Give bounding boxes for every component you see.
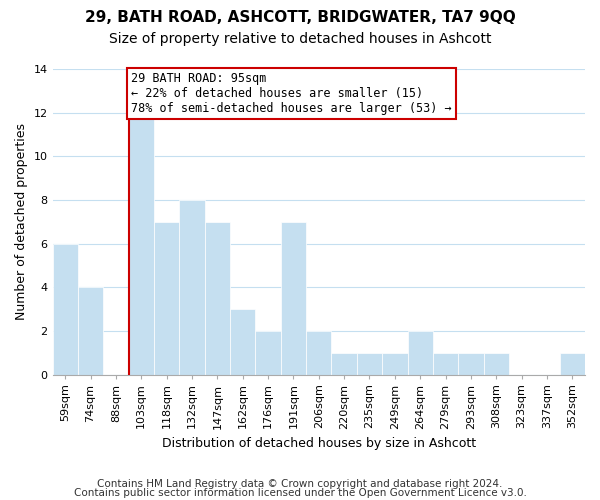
- Bar: [484, 352, 509, 374]
- Y-axis label: Number of detached properties: Number of detached properties: [15, 124, 28, 320]
- Bar: [256, 331, 281, 374]
- Text: 29 BATH ROAD: 95sqm
← 22% of detached houses are smaller (15)
78% of semi-detach: 29 BATH ROAD: 95sqm ← 22% of detached ho…: [131, 72, 452, 116]
- Bar: [458, 352, 484, 374]
- Bar: [78, 287, 103, 374]
- Bar: [331, 352, 357, 374]
- Bar: [306, 331, 331, 374]
- X-axis label: Distribution of detached houses by size in Ashcott: Distribution of detached houses by size …: [162, 437, 476, 450]
- Text: Size of property relative to detached houses in Ashcott: Size of property relative to detached ho…: [109, 32, 491, 46]
- Bar: [205, 222, 230, 374]
- Bar: [53, 244, 78, 374]
- Bar: [230, 309, 256, 374]
- Text: Contains HM Land Registry data © Crown copyright and database right 2024.: Contains HM Land Registry data © Crown c…: [97, 479, 503, 489]
- Bar: [433, 352, 458, 374]
- Bar: [560, 352, 585, 374]
- Text: Contains public sector information licensed under the Open Government Licence v3: Contains public sector information licen…: [74, 488, 526, 498]
- Bar: [357, 352, 382, 374]
- Bar: [407, 331, 433, 374]
- Bar: [128, 112, 154, 374]
- Bar: [154, 222, 179, 374]
- Text: 29, BATH ROAD, ASHCOTT, BRIDGWATER, TA7 9QQ: 29, BATH ROAD, ASHCOTT, BRIDGWATER, TA7 …: [85, 10, 515, 25]
- Bar: [281, 222, 306, 374]
- Bar: [382, 352, 407, 374]
- Bar: [179, 200, 205, 374]
